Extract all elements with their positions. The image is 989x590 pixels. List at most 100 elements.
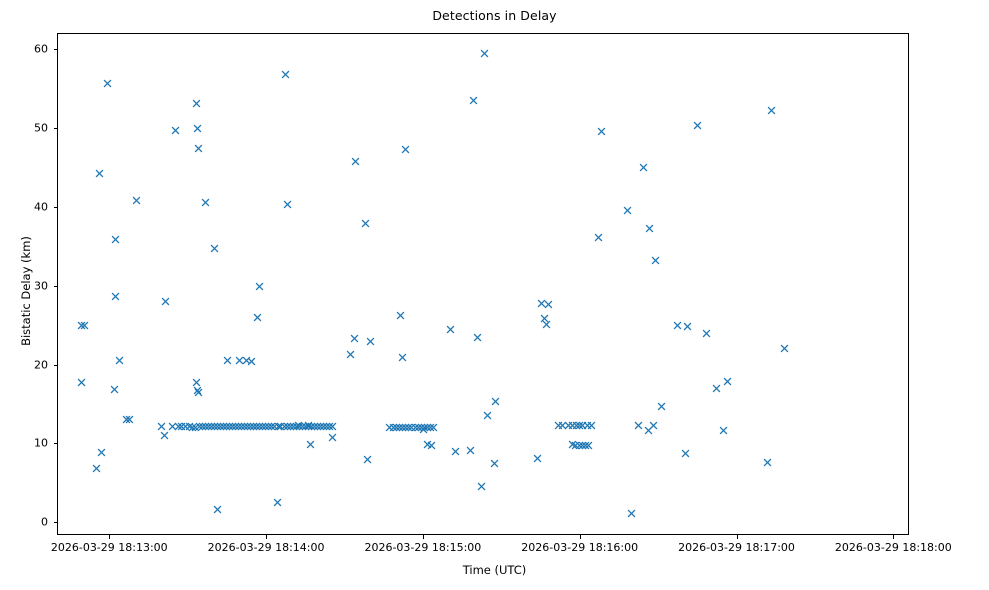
scatter-point [583, 421, 592, 430]
x-axis-tick [893, 535, 895, 539]
scatter-point [578, 421, 587, 430]
scatter-point [702, 329, 711, 338]
scatter-point [247, 357, 256, 366]
scatter-point [280, 422, 289, 431]
x-axis-tick-label: 2026-03-29 18:15:00 [364, 541, 482, 554]
scatter-point [639, 163, 648, 172]
scatter-point [210, 244, 219, 253]
scatter-point [763, 458, 772, 467]
scatter-point [286, 422, 295, 431]
scatter-point [483, 411, 492, 420]
scatter-point [253, 313, 262, 322]
x-axis-tick [736, 535, 738, 539]
scatter-point [466, 446, 475, 455]
scatter-point [490, 459, 499, 468]
scatter-points-layer [58, 34, 908, 534]
scatter-point [249, 422, 258, 431]
scatter-point [283, 200, 292, 209]
chart-title: Detections in Delay [432, 8, 557, 23]
scatter-point [267, 422, 276, 431]
scatter-point [325, 422, 334, 431]
scatter-point [240, 422, 249, 431]
scatter-point [350, 334, 359, 343]
y-axis-tick-label: 20 [34, 358, 48, 371]
scatter-point [258, 422, 267, 431]
scatter-point [201, 422, 210, 431]
scatter-point [95, 169, 104, 178]
scatter-point [554, 421, 563, 430]
x-axis-tick-label: 2026-03-29 18:18:00 [834, 541, 952, 554]
scatter-point [587, 421, 596, 430]
scatter-point [477, 482, 486, 491]
scatter-point [298, 422, 307, 431]
scatter-point [237, 422, 246, 431]
scatter-point [213, 422, 222, 431]
scatter-point [480, 49, 489, 58]
scatter-point [122, 415, 131, 424]
scatter-point [681, 449, 690, 458]
scatter-point [429, 423, 438, 432]
scatter-point [572, 421, 581, 430]
scatter-point [414, 423, 423, 432]
scatter-point [195, 422, 204, 431]
scatter-point [110, 385, 119, 394]
scatter-point [581, 441, 590, 450]
scatter-point [568, 440, 577, 449]
scatter-point [540, 314, 549, 323]
scatter-point [192, 378, 201, 387]
y-axis-tick [53, 48, 57, 50]
scatter-point [645, 224, 654, 233]
scatter-point [401, 145, 410, 154]
scatter-point [289, 422, 298, 431]
scatter-point [204, 422, 213, 431]
scatter-point [426, 423, 435, 432]
scatter-point [168, 422, 177, 431]
scatter-point [644, 426, 653, 435]
scatter-point [419, 425, 428, 434]
scatter-point [157, 422, 166, 431]
scatter-point [346, 350, 355, 359]
scatter-point [103, 79, 112, 88]
scatter-point [307, 422, 316, 431]
scatter-point [537, 299, 546, 308]
scatter-point [719, 426, 728, 435]
scatter-point [623, 206, 632, 215]
scatter-point [234, 422, 243, 431]
scatter-point [77, 321, 86, 330]
x-axis-tick [422, 535, 424, 539]
scatter-point [194, 144, 203, 153]
y-axis-tick [53, 127, 57, 129]
scatter-point [473, 333, 482, 342]
scatter-point [235, 356, 244, 365]
scatter-point [255, 422, 264, 431]
scatter-point [319, 422, 328, 431]
scatter-point [575, 421, 584, 430]
scatter-point [255, 282, 264, 291]
scatter-point [693, 121, 702, 130]
x-axis-tick-label: 2026-03-29 18:17:00 [678, 541, 795, 554]
scatter-point [225, 422, 234, 431]
scatter-point [634, 421, 643, 430]
scatter-point [294, 421, 303, 430]
scatter-point [243, 422, 252, 431]
x-axis-tick [266, 535, 268, 539]
scatter-point [780, 344, 789, 353]
x-axis-label: Time (UTC) [462, 563, 527, 577]
scatter-point [328, 433, 337, 442]
scatter-point [417, 423, 426, 432]
x-axis-tick [109, 535, 111, 539]
scatter-point [306, 440, 315, 449]
scatter-point [723, 377, 732, 386]
scatter-point [571, 441, 580, 450]
plot-area [57, 33, 909, 535]
scatter-point [767, 106, 776, 115]
y-axis-tick [53, 443, 57, 445]
scatter-point [313, 422, 322, 431]
scatter-point [568, 421, 577, 430]
scatter-point [451, 447, 460, 456]
scatter-point [657, 402, 666, 411]
scatter-point [392, 423, 401, 432]
scatter-point [584, 441, 593, 450]
scatter-point [207, 422, 216, 431]
